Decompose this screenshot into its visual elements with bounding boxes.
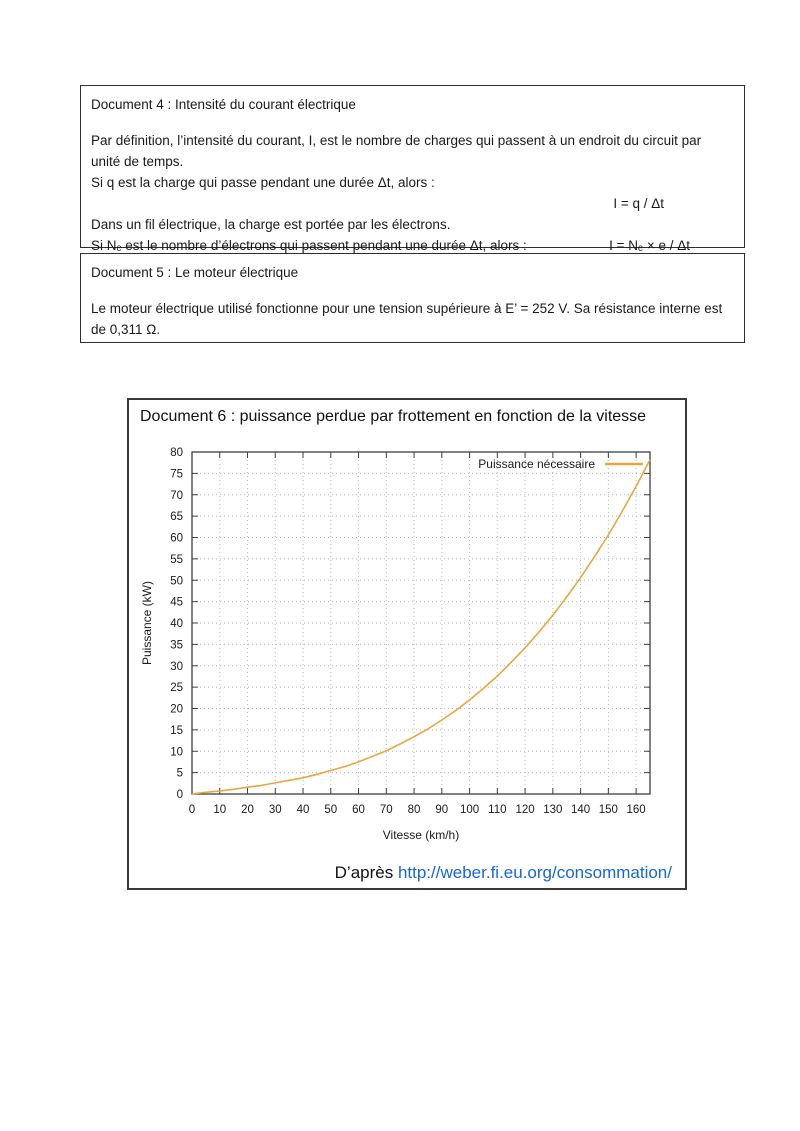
svg-text:45: 45 xyxy=(170,597,183,609)
svg-text:0: 0 xyxy=(177,789,183,801)
power-vs-speed-chart: 0 10 20 30 40 50 60 70 80 90 100 110 120 130 140 150 160… xyxy=(140,447,651,842)
chart-y-axis-label: Puissance (kW) xyxy=(140,581,154,665)
svg-text:20: 20 xyxy=(170,704,183,716)
document4-definition-paragraph: Par définition, l’intensité du courant, … xyxy=(91,133,702,169)
svg-text:110: 110 xyxy=(488,804,506,816)
svg-text:15: 15 xyxy=(170,725,183,737)
svg-text:25: 25 xyxy=(170,682,183,694)
source-attribution: D’après http://weber.fi.eu.org/consommat… xyxy=(335,863,672,883)
svg-text:100: 100 xyxy=(460,804,479,816)
document4-wire-line: Dans un fil électrique, la charge est po… xyxy=(91,217,451,232)
svg-text:70: 70 xyxy=(170,490,183,502)
svg-text:55: 55 xyxy=(170,554,183,566)
document4-electrons-equation: I = Nₑ × e / Δt xyxy=(609,238,690,253)
document5-body: Le moteur électrique utilisé fonctionne … xyxy=(91,301,723,337)
svg-text:150: 150 xyxy=(599,804,618,816)
svg-text:30: 30 xyxy=(269,804,282,816)
document4-box: Document 4 : Intensité du courant électr… xyxy=(80,85,745,253)
svg-text:120: 120 xyxy=(515,804,534,816)
svg-text:50: 50 xyxy=(324,804,337,816)
svg-text:10: 10 xyxy=(170,746,183,758)
document4-charge-line: Si q est la charge qui passe pendant une… xyxy=(91,175,435,190)
svg-text:90: 90 xyxy=(435,804,448,816)
svg-text:80: 80 xyxy=(170,447,183,459)
svg-text:20: 20 xyxy=(241,804,254,816)
document6-box: Document 6 : puissance perdue par frotte… xyxy=(127,398,687,890)
chart-tick-marks xyxy=(191,451,650,795)
document4-current-equation: I = q / Δt xyxy=(613,196,664,211)
svg-text:75: 75 xyxy=(170,468,183,480)
svg-text:140: 140 xyxy=(571,804,590,816)
document4-title: Document 4 : Intensité du courant électr… xyxy=(91,97,356,112)
chart-curve-puissance-necessaire xyxy=(191,459,651,795)
chart-grid xyxy=(192,452,650,794)
svg-text:160: 160 xyxy=(627,804,646,816)
chart-legend-label: Puissance nécessaire xyxy=(478,457,595,471)
source-link[interactable]: http://weber.fi.eu.org/consommation/ xyxy=(397,863,672,882)
svg-text:60: 60 xyxy=(352,804,365,816)
svg-text:40: 40 xyxy=(297,804,310,816)
svg-text:5: 5 xyxy=(177,768,183,780)
chart-y-tick-labels: 0 5 10 15 20 25 30 35 40 45 50 55 60 65 70 75 80 xyxy=(170,447,183,801)
document4-electrons-line: Si Nₑ est le nombre d’électrons qui pass… xyxy=(91,238,527,253)
document4-electrons-row: Si Nₑ est le nombre d’électrons qui pass… xyxy=(91,235,734,256)
chart-x-axis-label: Vitesse (km/h) xyxy=(383,828,459,842)
document5-box: Document 5 : Le moteur électrique Le mot… xyxy=(80,253,745,343)
document6-title: Document 6 : puissance perdue par frotte… xyxy=(140,408,647,425)
svg-text:60: 60 xyxy=(170,533,183,545)
svg-text:65: 65 xyxy=(170,511,183,523)
svg-text:70: 70 xyxy=(380,804,393,816)
svg-text:35: 35 xyxy=(170,639,183,651)
svg-text:0: 0 xyxy=(189,804,195,816)
chart-x-tick-labels: 0 10 20 30 40 50 60 70 80 90 100 110 120 130 140 150 160 xyxy=(189,804,646,816)
svg-text:80: 80 xyxy=(408,804,421,816)
svg-text:30: 30 xyxy=(170,661,183,673)
svg-text:40: 40 xyxy=(170,618,183,630)
document5-title: Document 5 : Le moteur électrique xyxy=(91,265,299,280)
chart-legend: Puissance nécessaire xyxy=(478,457,643,471)
svg-text:50: 50 xyxy=(170,575,183,587)
source-prefix: D’après xyxy=(334,863,398,882)
svg-text:130: 130 xyxy=(543,804,562,816)
svg-text:10: 10 xyxy=(213,804,226,816)
